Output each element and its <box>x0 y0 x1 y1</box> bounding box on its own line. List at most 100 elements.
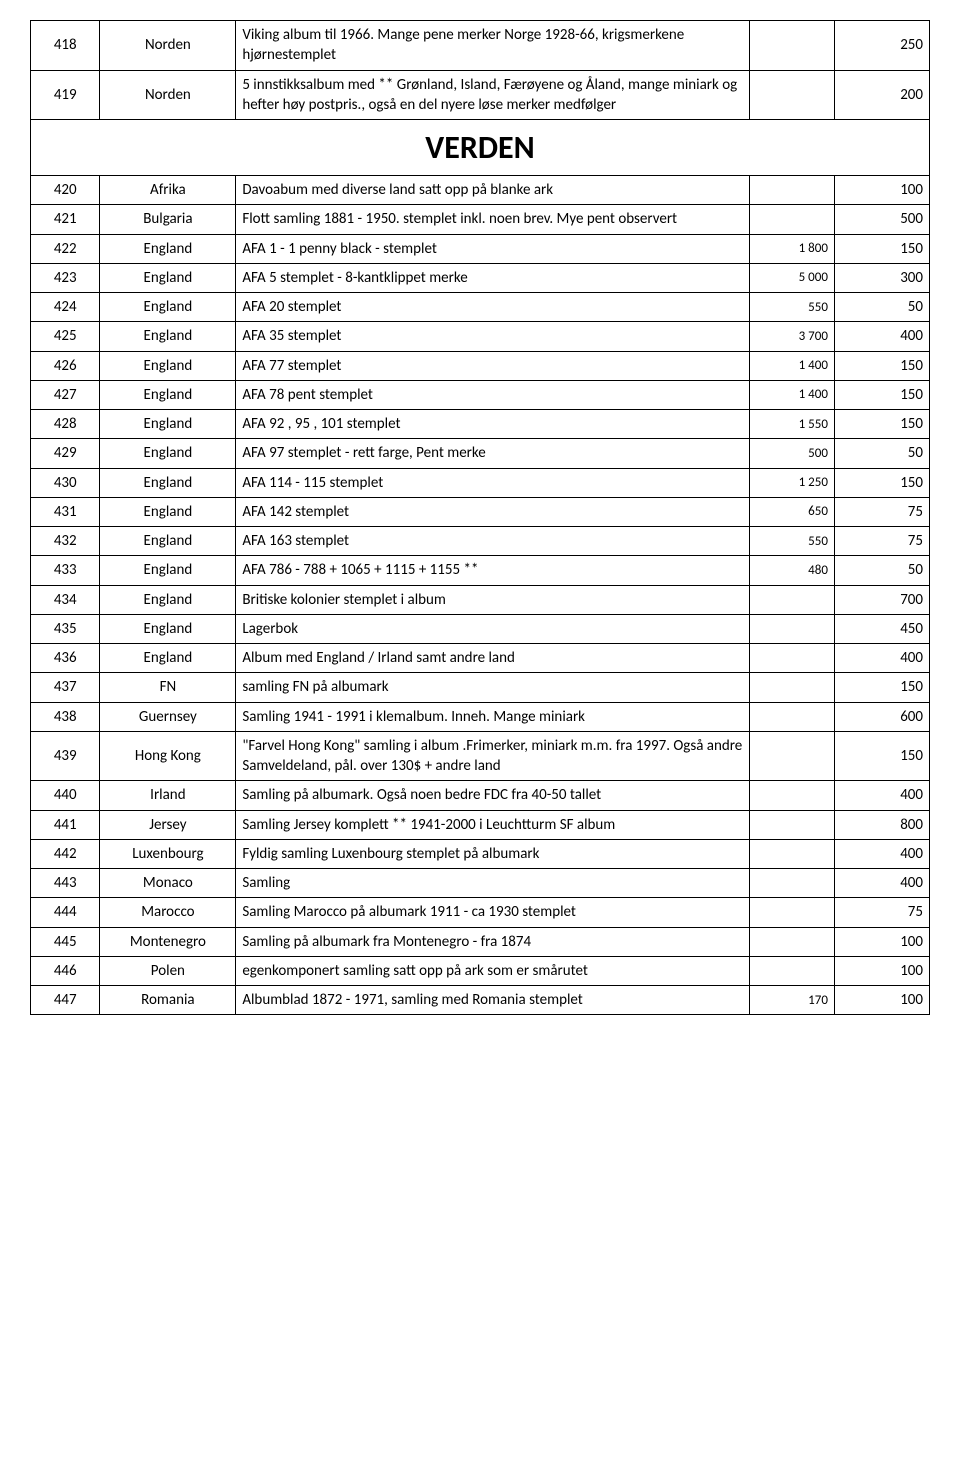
lot-number: 437 <box>31 673 100 702</box>
lot-description: AFA 5 stemplet - 8-kantklippet merke <box>236 263 750 292</box>
lot-table: 418NordenViking album til 1966. Mange pe… <box>30 20 930 1015</box>
lot-description: 5 innstikksalbum med ** Grønland, Island… <box>236 70 750 120</box>
lot-number: 435 <box>31 614 100 643</box>
lot-value1: 1 250 <box>750 468 835 497</box>
lot-value1: 1 550 <box>750 410 835 439</box>
lot-value1 <box>750 839 835 868</box>
lot-country: England <box>100 234 236 263</box>
lot-value2: 150 <box>834 234 929 263</box>
lot-value1 <box>750 810 835 839</box>
table-row: 434EnglandBritiske kolonier stemplet i a… <box>31 585 930 614</box>
lot-country: Monaco <box>100 869 236 898</box>
lot-value1: 1 400 <box>750 351 835 380</box>
lot-number: 421 <box>31 205 100 234</box>
lot-description: Flott samling 1881 - 1950. stemplet inkl… <box>236 205 750 234</box>
lot-value2: 400 <box>834 781 929 810</box>
lot-description: samling FN på albumark <box>236 673 750 702</box>
lot-description: Samling Marocco på albumark 1911 - ca 19… <box>236 898 750 927</box>
lot-number: 419 <box>31 70 100 120</box>
lot-number: 427 <box>31 380 100 409</box>
lot-value1: 550 <box>750 527 835 556</box>
lot-value2: 50 <box>834 556 929 585</box>
lot-description: Davoabum med diverse land satt opp på bl… <box>236 176 750 205</box>
lot-country: England <box>100 439 236 468</box>
lot-description: AFA 142 stemplet <box>236 497 750 526</box>
lot-value2: 150 <box>834 380 929 409</box>
lot-value1 <box>750 205 835 234</box>
lot-value2: 300 <box>834 263 929 292</box>
lot-value1: 5 000 <box>750 263 835 292</box>
lot-value2: 75 <box>834 898 929 927</box>
lot-value2: 700 <box>834 585 929 614</box>
table-row: 429EnglandAFA 97 stemplet - rett farge, … <box>31 439 930 468</box>
lot-country: Romania <box>100 986 236 1015</box>
lot-number: 445 <box>31 927 100 956</box>
lot-value2: 400 <box>834 644 929 673</box>
lot-description: AFA 92 , 95 , 101 stemplet <box>236 410 750 439</box>
table-row: 443MonacoSamling400 <box>31 869 930 898</box>
lot-number: 428 <box>31 410 100 439</box>
lot-value1: 170 <box>750 986 835 1015</box>
lot-description: Samling 1941 - 1991 i klemalbum. Inneh. … <box>236 702 750 731</box>
lot-country: Irland <box>100 781 236 810</box>
table-row: 445MontenegroSamling på albumark fra Mon… <box>31 927 930 956</box>
lot-value1: 1 400 <box>750 380 835 409</box>
table-row: 447RomaniaAlbumblad 1872 - 1971, samling… <box>31 986 930 1015</box>
lot-description: AFA 114 - 115 stemplet <box>236 468 750 497</box>
lot-number: 433 <box>31 556 100 585</box>
table-row: 427EnglandAFA 78 pent stemplet1 400150 <box>31 380 930 409</box>
lot-description: Samling på albumark. Også noen bedre FDC… <box>236 781 750 810</box>
lot-number: 434 <box>31 585 100 614</box>
lot-country: Norden <box>100 70 236 120</box>
lot-value1 <box>750 731 835 781</box>
lot-description: Fyldig samling Luxenbourg stemplet på al… <box>236 839 750 868</box>
lot-number: 444 <box>31 898 100 927</box>
lot-value1: 500 <box>750 439 835 468</box>
lot-value2: 500 <box>834 205 929 234</box>
lot-description: AFA 35 stemplet <box>236 322 750 351</box>
lot-value1 <box>750 176 835 205</box>
table-row: 442LuxenbourgFyldig samling Luxenbourg s… <box>31 839 930 868</box>
lot-value1 <box>750 21 835 71</box>
section-header: VERDEN <box>31 120 930 176</box>
lot-number: 424 <box>31 293 100 322</box>
table-row: VERDEN <box>31 120 930 176</box>
lot-number: 422 <box>31 234 100 263</box>
table-row: 424EnglandAFA 20 stemplet55050 <box>31 293 930 322</box>
lot-number: 429 <box>31 439 100 468</box>
table-row: 437FNsamling FN på albumark150 <box>31 673 930 702</box>
lot-number: 436 <box>31 644 100 673</box>
lot-value1 <box>750 869 835 898</box>
lot-value1: 3 700 <box>750 322 835 351</box>
lot-country: England <box>100 380 236 409</box>
lot-value1 <box>750 644 835 673</box>
lot-value2: 100 <box>834 176 929 205</box>
lot-number: 438 <box>31 702 100 731</box>
table-row: 439Hong Kong"Farvel Hong Kong" samling i… <box>31 731 930 781</box>
lot-value1 <box>750 673 835 702</box>
lot-value2: 400 <box>834 869 929 898</box>
lot-value2: 100 <box>834 986 929 1015</box>
lot-value1: 1 800 <box>750 234 835 263</box>
lot-description: AFA 786 - 788 + 1065 + 1115 + 1155 ** <box>236 556 750 585</box>
lot-description: Britiske kolonier stemplet i album <box>236 585 750 614</box>
lot-country: Afrika <box>100 176 236 205</box>
lot-value2: 75 <box>834 527 929 556</box>
lot-description: AFA 20 stemplet <box>236 293 750 322</box>
table-row: 432EnglandAFA 163 stemplet55075 <box>31 527 930 556</box>
lot-value2: 100 <box>834 956 929 985</box>
table-row: 420AfrikaDavoabum med diverse land satt … <box>31 176 930 205</box>
lot-value2: 450 <box>834 614 929 643</box>
lot-description: Viking album til 1966. Mange pene merker… <box>236 21 750 71</box>
table-row: 438GuernseySamling 1941 - 1991 i klemalb… <box>31 702 930 731</box>
lot-country: Luxenbourg <box>100 839 236 868</box>
lot-value1 <box>750 702 835 731</box>
lot-number: 431 <box>31 497 100 526</box>
lot-value1: 650 <box>750 497 835 526</box>
lot-number: 443 <box>31 869 100 898</box>
lot-value2: 50 <box>834 293 929 322</box>
lot-country: England <box>100 614 236 643</box>
lot-number: 418 <box>31 21 100 71</box>
lot-number: 441 <box>31 810 100 839</box>
lot-value2: 400 <box>834 322 929 351</box>
